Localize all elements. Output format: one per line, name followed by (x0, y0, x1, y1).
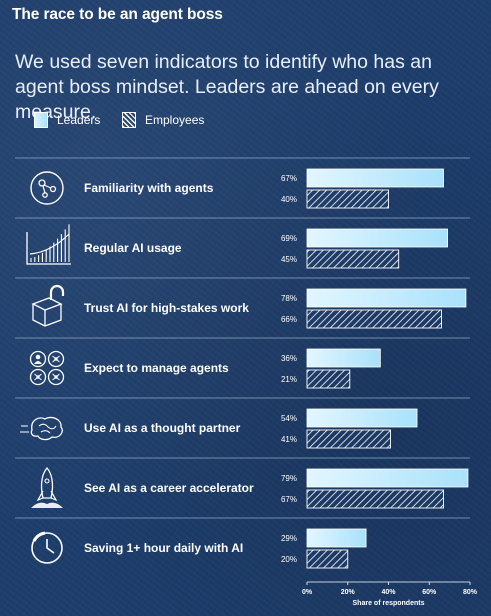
chart-subtitle: We used seven indicators to identify who… (15, 51, 439, 123)
value-label-leaders: 69% (281, 234, 297, 243)
icon-agent-spokes (34, 373, 42, 381)
legend-swatch-leaders (34, 112, 48, 128)
chart-row: Regular AI usage 69% 45% (26, 224, 448, 269)
legend-label-leaders: Leaders (57, 113, 101, 127)
legend-swatch-employees (122, 112, 136, 128)
x-tick-label: 0% (302, 589, 313, 596)
chart-row: Trust AI for high-stakes work 78% 66% (31, 284, 467, 329)
icon-node (38, 179, 46, 187)
icon-box-body (32, 304, 62, 327)
value-label-employees: 40% (281, 195, 297, 204)
value-label-leaders: 67% (281, 174, 297, 183)
chart-row: Use AI as a thought partner 54% 41% (20, 408, 418, 449)
category-label: Use AI as a thought partner (84, 421, 241, 435)
icon-brain-lines (20, 425, 29, 433)
icon-axis (26, 232, 71, 265)
category-label: Expect to manage agents (84, 361, 229, 375)
icon-link (42, 184, 52, 194)
icon-agent-circle (29, 350, 47, 368)
icon-node (49, 185, 57, 193)
brain-icon (20, 416, 63, 441)
usage-chart-icon (26, 224, 71, 265)
x-tick-label: 20% (341, 589, 356, 596)
value-label-employees: 67% (281, 495, 297, 504)
value-label-leaders: 36% (281, 354, 297, 363)
x-tick-label: 40% (381, 589, 396, 596)
x-tick-label: 60% (422, 589, 437, 596)
agent-network-icon (30, 171, 64, 205)
icon-shackle (49, 284, 65, 300)
category-label: See AI as a career accelerator (84, 481, 254, 495)
value-label-leaders: 54% (281, 414, 297, 423)
agent-team-icon (29, 350, 65, 386)
bar-employees (306, 189, 389, 209)
bar-leaders (306, 168, 444, 188)
chart-row: Expect to manage agents 36% 21% (29, 348, 381, 389)
icon-brain-outline (30, 416, 63, 441)
category-label: Trust AI for high-stakes work (84, 301, 249, 315)
icon-person-body (34, 361, 42, 364)
icon-clock-arc (32, 531, 46, 542)
icon-person-head (35, 354, 41, 360)
icon-agent-circle (29, 368, 47, 386)
bar-leaders (306, 288, 467, 308)
bar-leaders (306, 228, 448, 248)
value-label-employees: 20% (281, 555, 297, 564)
icon-rocket-fins (36, 490, 58, 502)
bar-employees (306, 489, 444, 509)
legend-label-employees: Employees (145, 113, 205, 127)
value-label-leaders: 78% (281, 294, 297, 303)
icon-node (42, 192, 48, 198)
chart-row: Saving 1+ hour daily with AI 29% 20% (31, 528, 367, 569)
chart-row: See AI as a career accelerator 79% 67% (31, 467, 469, 509)
x-axis-title: Share of respondents (353, 600, 425, 607)
icon-agent-circle (47, 368, 65, 386)
icon-agent-circle (47, 350, 65, 368)
icon-brain-folds (38, 423, 57, 434)
legend-item-employees: Employees (122, 112, 204, 128)
value-label-employees: 41% (281, 435, 297, 444)
value-label-employees: 45% (281, 255, 297, 264)
value-label-employees: 21% (281, 375, 297, 384)
icon-rocket-smoke (31, 502, 63, 508)
clock-icon (31, 531, 63, 564)
category-label: Regular AI usage (84, 241, 182, 255)
bar-employees (306, 549, 349, 569)
chart-title: The race to be an agent boss (12, 6, 223, 23)
category-label: Saving 1+ hour daily with AI (84, 541, 243, 555)
bar-leaders (306, 408, 418, 428)
chart-row: Familiarity with agents 67% 40% (30, 168, 444, 209)
icon-clock-hands (46, 539, 55, 554)
legend-item-leaders: Leaders (34, 112, 100, 128)
icon-box-top (31, 297, 63, 311)
icon-clock-face (31, 532, 63, 564)
bar-leaders (306, 348, 381, 368)
icon-agent-spokes (52, 355, 60, 363)
bar-employees (306, 369, 351, 389)
bar-employees (306, 309, 442, 329)
bar-leaders (306, 468, 469, 488)
category-label: Familiarity with agents (84, 181, 214, 195)
bar-employees (306, 249, 400, 269)
value-label-leaders: 29% (281, 534, 297, 543)
rocket-icon (31, 467, 63, 508)
value-label-employees: 66% (281, 315, 297, 324)
bar-leaders (306, 528, 367, 548)
value-label-leaders: 79% (281, 474, 297, 483)
icon-ring (30, 171, 64, 205)
x-tick-label: 80% (463, 589, 478, 596)
bar-employees (306, 429, 391, 449)
icon-agent-spokes (52, 373, 60, 381)
unlocked-box-icon (31, 284, 65, 327)
icon-curve (29, 233, 70, 255)
icon-rocket-body (40, 467, 54, 499)
icon-rocket-window (44, 478, 50, 484)
